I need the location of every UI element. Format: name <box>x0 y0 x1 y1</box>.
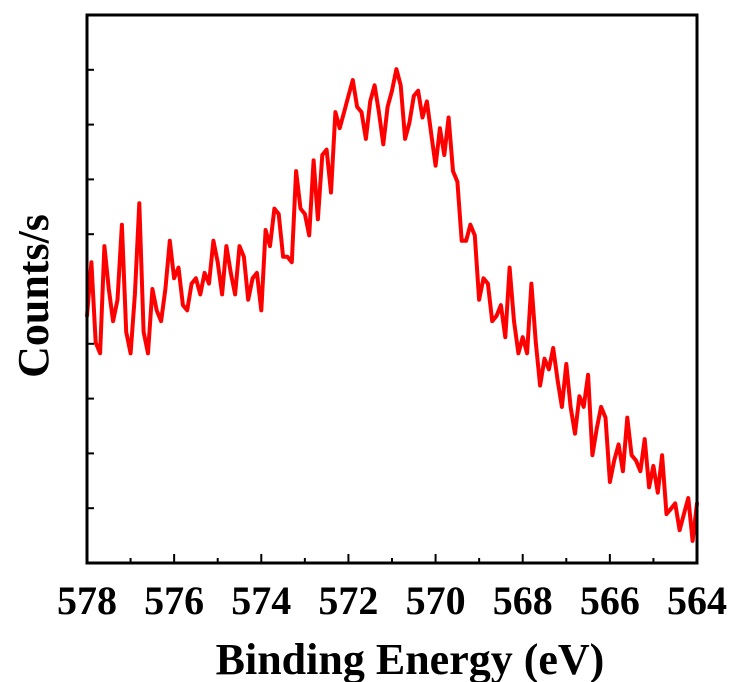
x-axis-title: Binding Energy (eV) <box>216 635 605 682</box>
series-line <box>85 67 699 543</box>
x-tick-label: 578 <box>57 578 117 623</box>
plot-frame <box>85 13 699 565</box>
x-tick-label: 572 <box>318 578 378 623</box>
x-tick-labels: 578 576 574 572 570 568 566 564 <box>57 578 727 623</box>
y-axis-title: Counts/s <box>9 214 58 378</box>
x-tick-label: 574 <box>231 578 291 623</box>
x-tick-label: 568 <box>493 578 553 623</box>
x-tick-label: 576 <box>144 578 204 623</box>
x-tick-label: 564 <box>667 578 727 623</box>
x-tick-label: 570 <box>406 578 466 623</box>
x-tick-label: 566 <box>580 578 640 623</box>
